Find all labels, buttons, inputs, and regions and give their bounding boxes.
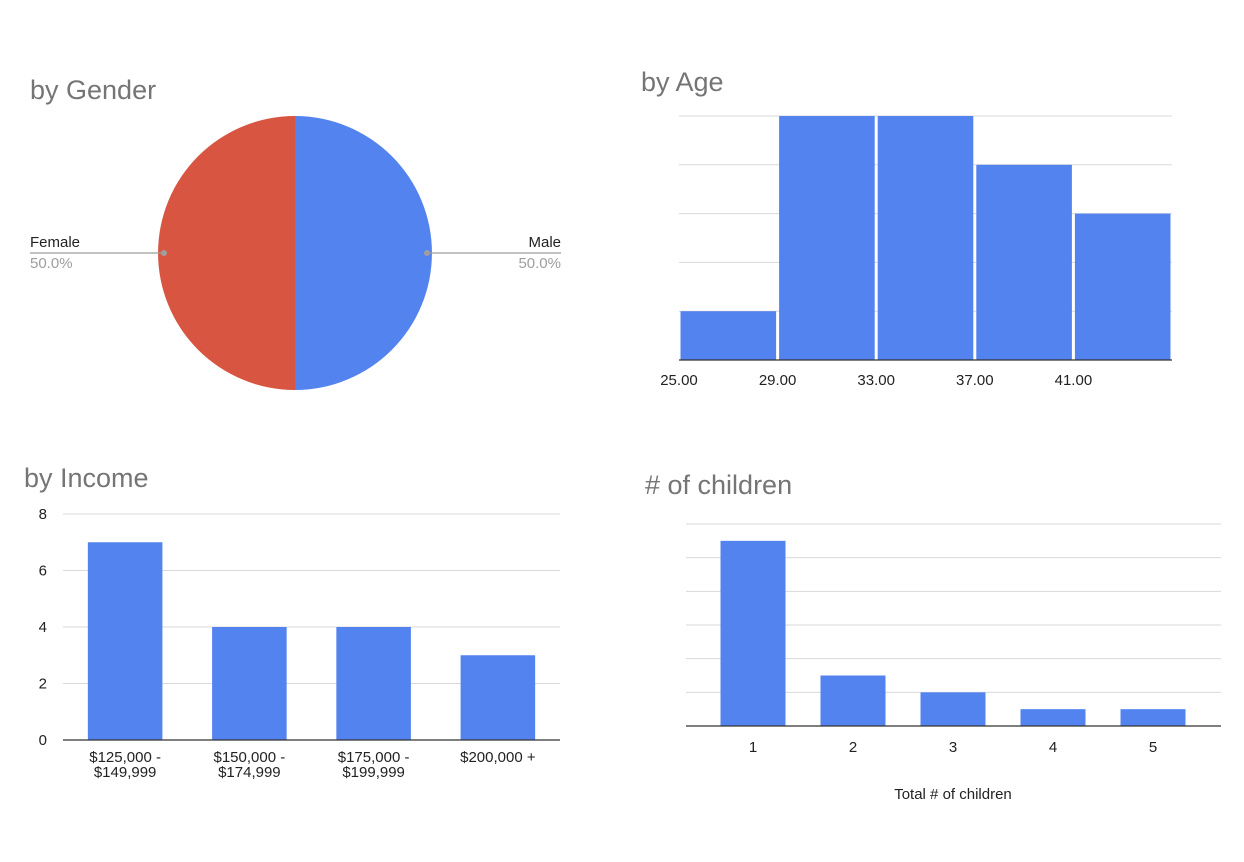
children-x-tick-label: 1 <box>749 739 757 756</box>
children-x-axis-title: Total # of children <box>894 786 1012 803</box>
income-chart-title: by Income <box>24 463 149 493</box>
income-y-tick-label: 4 <box>39 619 47 636</box>
income-y-tick-label: 2 <box>39 676 47 693</box>
female-leader-dot <box>161 250 167 256</box>
income-chart: by Income 0 2 4 6 8 $125,000 -$149,999 $150,0… <box>24 463 560 781</box>
income-x-tick-label: $199,999 <box>342 764 405 781</box>
income-x-tick-label: $200,000 + <box>460 749 536 766</box>
children-x-tick-label: 5 <box>1149 739 1157 756</box>
age-x-ticks: 25.00 29.00 33.00 37.00 41.00 <box>660 372 1092 389</box>
income-bar <box>212 627 287 740</box>
male-leader-dot <box>424 250 430 256</box>
children-x-tick-label: 4 <box>1049 739 1057 756</box>
age-bar <box>1074 213 1171 360</box>
age-bars <box>680 116 1171 360</box>
children-bar <box>820 675 886 726</box>
income-y-tick-label: 8 <box>39 506 47 523</box>
income-y-ticks: 0 2 4 6 8 <box>39 506 47 749</box>
age-bar <box>976 164 1072 360</box>
income-x-tick-label: $174,999 <box>218 764 281 781</box>
children-bars <box>720 540 1186 726</box>
age-chart-title: by Age <box>641 67 724 97</box>
pie-slice-female <box>158 116 295 390</box>
children-x-ticks: 1 2 3 4 5 <box>749 739 1157 756</box>
children-bar <box>1120 709 1186 726</box>
age-bar <box>877 116 974 360</box>
income-x-tick-label: $150,000 - <box>214 749 286 766</box>
age-x-tick-label: 33.00 <box>857 372 895 389</box>
children-bar <box>720 540 786 726</box>
income-x-tick-label: $149,999 <box>94 764 157 781</box>
age-bar <box>779 116 875 360</box>
income-bar <box>87 542 163 740</box>
age-chart: by Age 25.00 29.00 33.00 37.00 41.00 <box>641 67 1172 389</box>
male-pct: 50.0% <box>518 255 561 272</box>
children-chart-title: # of children <box>645 470 792 500</box>
age-bar <box>680 311 777 360</box>
gender-chart-title: by Gender <box>30 75 156 105</box>
income-y-tick-label: 6 <box>39 563 47 580</box>
income-y-tick-label: 0 <box>39 732 47 749</box>
income-x-tick-label: $175,000 - <box>338 749 410 766</box>
income-x-tick-label: $125,000 - <box>89 749 161 766</box>
income-bar <box>460 655 536 740</box>
children-chart: # of children 1 2 3 4 5 Total # of children <box>645 470 1221 803</box>
gender-pie <box>158 116 432 390</box>
gender-chart: by Gender Female 50.0% Male 50.0% <box>30 75 561 390</box>
male-label: Male <box>528 234 561 251</box>
female-label: Female <box>30 234 80 251</box>
age-x-tick-label: 25.00 <box>660 372 698 389</box>
female-pct: 50.0% <box>30 255 73 272</box>
income-bars <box>87 542 536 740</box>
age-x-tick-label: 37.00 <box>956 372 994 389</box>
age-x-tick-label: 41.00 <box>1055 372 1093 389</box>
children-bar <box>920 692 986 726</box>
children-bar <box>1020 709 1086 726</box>
income-x-ticks: $125,000 -$149,999 $150,000 -$174,999 $175… <box>89 749 536 781</box>
pie-slice-male <box>295 116 432 390</box>
income-bar <box>336 627 411 740</box>
children-x-tick-label: 2 <box>849 739 857 756</box>
children-x-tick-label: 3 <box>949 739 957 756</box>
age-x-tick-label: 29.00 <box>759 372 797 389</box>
